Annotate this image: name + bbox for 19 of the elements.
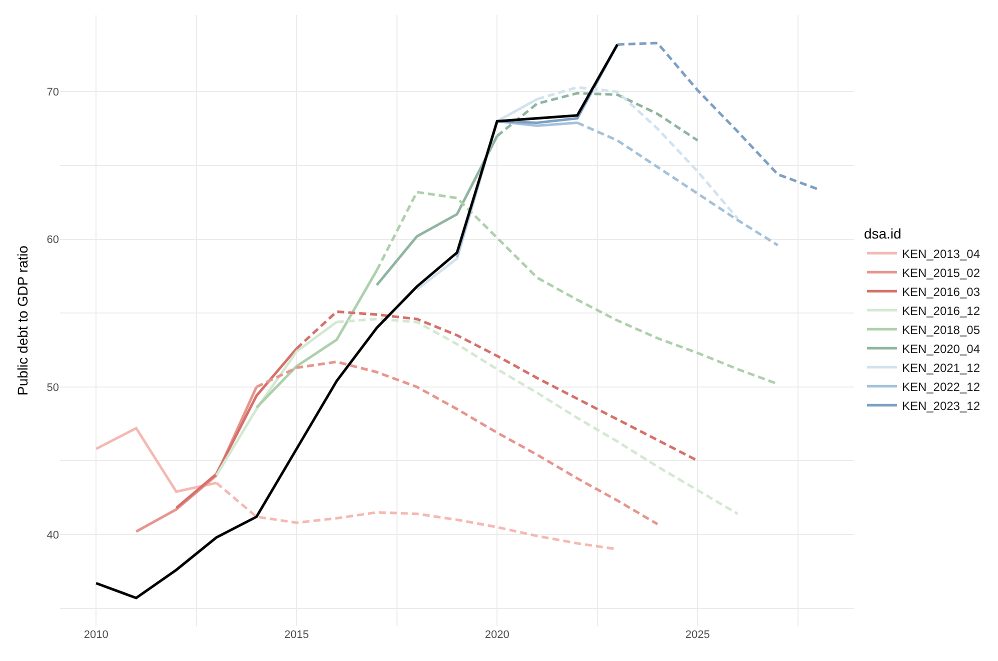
y-tick-label: 50 <box>46 382 59 394</box>
x-tick-label: 2010 <box>84 629 108 641</box>
x-tick-label: 2020 <box>484 629 510 641</box>
legend-label: KEN_2022_12 <box>902 380 980 394</box>
legend-label: KEN_2020_04 <box>902 342 980 356</box>
legend-label: KEN_2013_04 <box>902 246 980 261</box>
legend-label: KEN_2021_12 <box>902 360 980 375</box>
y-tick-label: 40 <box>46 529 59 542</box>
x-tick-label: 2015 <box>284 629 309 641</box>
legend-label: KEN_2023_12 <box>902 398 980 413</box>
legend-label: KEN_2015_02 <box>902 266 980 280</box>
x-tick-label: 2025 <box>685 629 710 641</box>
legend-label: KEN_2018_05 <box>902 322 980 337</box>
y-tick-label: 70 <box>46 86 59 99</box>
legend-label: KEN_2016_03 <box>902 284 980 299</box>
y-axis-title: Public debt to GDP ratio <box>14 245 30 396</box>
legend-title: dsa.id <box>864 226 902 242</box>
y-tick-label: 60 <box>46 234 59 246</box>
legend-label: KEN_2016_12 <box>902 304 980 318</box>
